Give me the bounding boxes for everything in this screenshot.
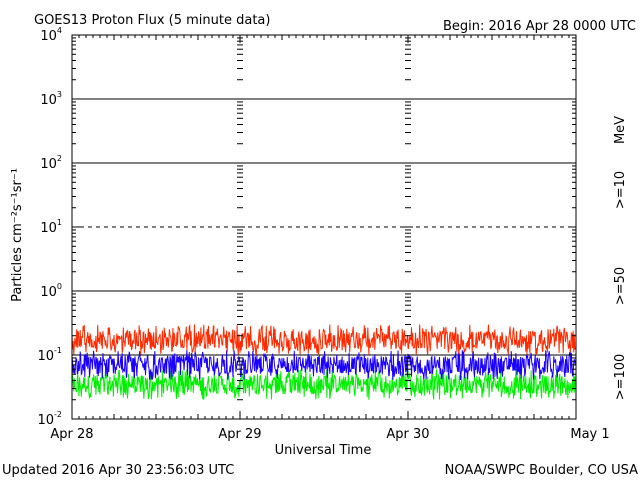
y-axis-label: Particles cm⁻²s⁻¹sr⁻¹ <box>10 168 25 302</box>
legend-entry-10mev: >=10 <box>613 171 628 209</box>
y-tick-base: 10 <box>40 221 57 236</box>
y-tick-exponent: 0 <box>57 282 62 291</box>
reference-lines <box>72 98 576 356</box>
y-tick-label: 101 <box>40 218 62 236</box>
begin-date: Begin: 2016 Apr 28 0000 UTC <box>443 19 636 34</box>
y-tick-label: 100 <box>40 282 62 300</box>
series-line-100mev <box>71 368 577 400</box>
series-line-50mev <box>71 349 577 380</box>
x-tick-label: Apr 30 <box>386 427 429 442</box>
x-axis-label: Universal Time <box>275 443 372 458</box>
y-tick-base: 10 <box>37 349 54 364</box>
x-tick-label: Apr 28 <box>50 427 93 442</box>
y-tick-label: 10-2 <box>37 410 62 428</box>
y-tick-exponent: -2 <box>54 410 62 419</box>
y-tick-base: 10 <box>40 29 57 44</box>
y-tick-exponent: 3 <box>57 90 62 99</box>
x-tick-labels: Apr 28 Apr 29 Apr 30 May 1 <box>50 427 609 442</box>
y-tick-exponent: 4 <box>57 26 62 35</box>
plot-frame <box>71 34 577 420</box>
y-tick-base: 10 <box>40 285 57 300</box>
y-tick-exponent: -1 <box>54 346 62 355</box>
legend-entry-50mev: >=50 <box>613 267 628 305</box>
y-tick-label: 104 <box>40 26 62 44</box>
x-tick-label: May 1 <box>570 427 609 442</box>
day-divider-ticks <box>235 37 413 420</box>
y-tick-exponent: 1 <box>57 218 62 227</box>
y-tick-label: 102 <box>40 154 62 172</box>
chart-title: GOES13 Proton Flux (5 minute data) <box>34 13 270 28</box>
y-tick-base: 10 <box>37 413 54 428</box>
legend-entry-100mev: >=100 <box>613 354 628 401</box>
series-line-10mev <box>71 324 577 356</box>
data-source: NOAA/SWPC Boulder, CO USA <box>445 463 638 478</box>
y-tick-label: 103 <box>40 90 62 108</box>
legend-unit: MeV <box>613 116 628 144</box>
y-tick-label: 10-1 <box>37 346 62 364</box>
x-tick-label: Apr 29 <box>218 427 261 442</box>
y-tick-exponent: 2 <box>57 154 62 163</box>
y-tick-base: 10 <box>40 157 57 172</box>
updated-timestamp: Updated 2016 Apr 30 23:56:03 UTC <box>2 463 234 478</box>
series-layer <box>71 324 577 400</box>
y-tick-base: 10 <box>40 93 57 108</box>
